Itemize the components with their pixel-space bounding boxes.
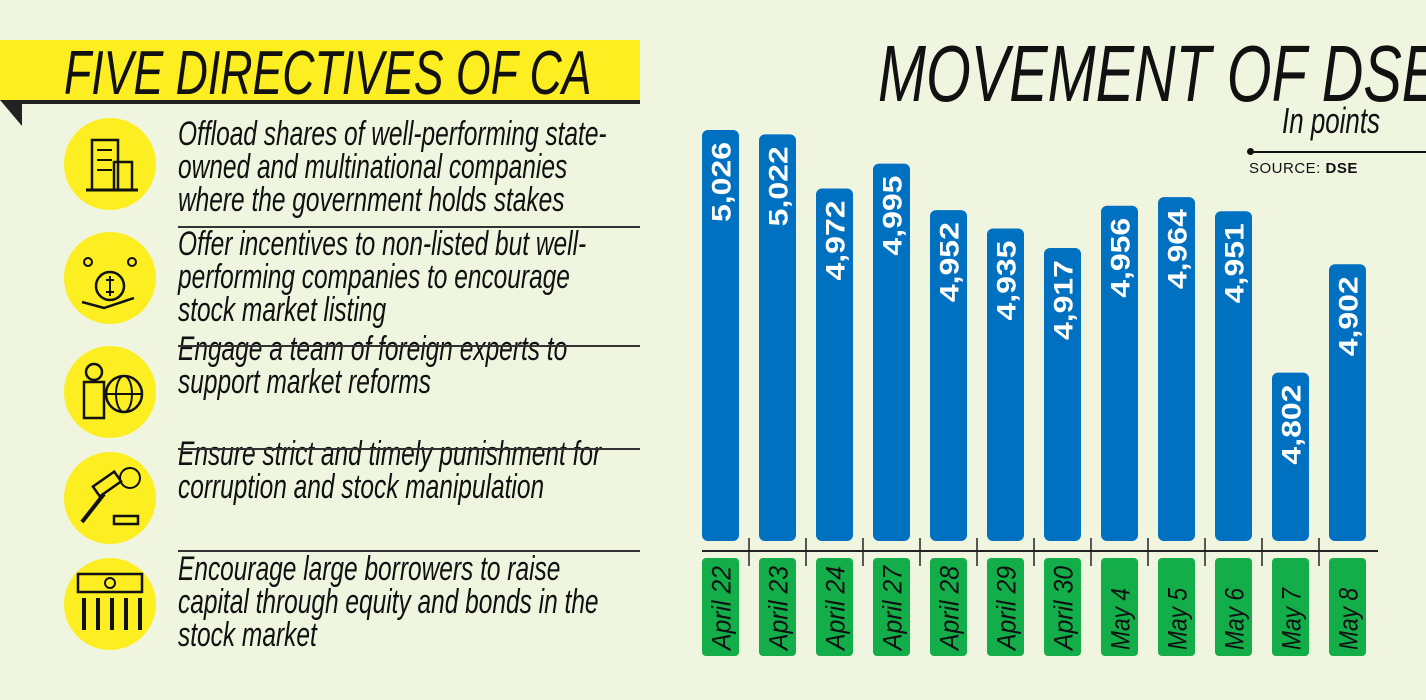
directive-line: where the government holds stakes	[178, 181, 565, 219]
chart-unit-text: In points	[1282, 100, 1380, 141]
directive-text: Ensure strict and timely punishment for c…	[178, 435, 766, 506]
directive-text: Engage a team of foreign experts to suppo…	[178, 330, 719, 401]
directive-text: Offer incentives to non-listed but well-…	[178, 225, 745, 329]
directive-text: Offload shares of well-performing state-…	[178, 115, 773, 219]
category-label-box	[816, 558, 853, 656]
bar-value-label: 4,902	[1334, 276, 1364, 356]
title-banner	[0, 40, 640, 100]
category-label: April 29	[992, 566, 1022, 652]
bar-value-label: 4,995	[878, 176, 908, 256]
bar-value-label: 4,964	[1163, 209, 1193, 289]
directive-line: performing companies to encourage	[178, 258, 570, 296]
expert-globe-icon	[64, 346, 156, 438]
category-label-box	[759, 558, 796, 656]
category-label: April 24	[821, 566, 851, 652]
category-label-box	[702, 558, 739, 656]
category-label-box	[1215, 558, 1252, 656]
source-label: SOURCE:	[1249, 160, 1321, 177]
bar	[1101, 205, 1138, 542]
bar	[1158, 197, 1195, 541]
category-label: April 23	[764, 566, 794, 652]
category-label: April 22	[707, 566, 737, 652]
directive-separator	[178, 550, 640, 552]
category-label-box	[1329, 558, 1366, 656]
category-label-box	[873, 558, 910, 656]
gavel-icon	[64, 452, 156, 544]
chart-unit: In points	[1282, 100, 1418, 142]
bar-value-label: 4,935	[992, 241, 1022, 321]
bar-value-label: 5,022	[764, 146, 794, 226]
category-label-box	[1158, 558, 1195, 656]
category-label: May 6	[1220, 587, 1250, 650]
bar-value-label: 4,972	[821, 200, 851, 280]
bar-value-label: 4,952	[935, 222, 965, 302]
directive-line: Encourage large borrowers to raise	[178, 550, 561, 588]
bar	[1044, 248, 1081, 541]
chart-title-text: MOVEMENT OF DSEX	[878, 29, 1426, 118]
source-value: DSE	[1325, 160, 1358, 177]
directive-separator	[178, 345, 640, 347]
source-note: SOURCE: DSE	[1249, 160, 1358, 177]
bar	[759, 134, 796, 542]
category-label: May 7	[1277, 587, 1307, 650]
bar	[873, 163, 910, 541]
directive-separator	[178, 226, 640, 228]
directives-title: FIVE DIRECTIVES OF CA	[64, 38, 797, 109]
directive-line: Engage a team of foreign experts to	[178, 330, 568, 368]
bar	[930, 210, 967, 542]
category-label: April 28	[935, 566, 965, 652]
banner-underline	[22, 100, 640, 104]
category-label: April 27	[878, 565, 908, 652]
source-rule	[1250, 151, 1426, 153]
category-label-box	[1272, 558, 1309, 656]
category-label-box	[930, 558, 967, 656]
category-label: April 30	[1049, 566, 1079, 652]
bar	[702, 130, 739, 541]
bar-value-label: 4,917	[1049, 260, 1079, 340]
directive-text: Encourage large borrowers to raise capita…	[178, 550, 762, 654]
category-label-box	[987, 558, 1024, 656]
chart-title: MOVEMENT OF DSEX	[878, 28, 1426, 120]
category-label: May 5	[1163, 587, 1193, 650]
category-label-box	[1101, 558, 1138, 656]
directive-line: stock market listing	[178, 291, 387, 329]
directives-title-text: FIVE DIRECTIVES OF CA	[64, 39, 592, 108]
directive-line: owned and multinational companies	[178, 148, 568, 186]
building-icon	[64, 118, 156, 210]
bar	[1215, 211, 1252, 541]
category-label: May 8	[1334, 588, 1364, 650]
borrowers-money-icon	[64, 558, 156, 650]
directive-line: support market reforms	[178, 363, 432, 401]
bar	[1329, 264, 1366, 541]
bar	[816, 188, 853, 541]
banner-fold	[0, 100, 22, 126]
directive-line: Ensure strict and timely punishment for	[178, 435, 602, 473]
bar	[1272, 372, 1309, 541]
category-label-box	[1044, 558, 1081, 656]
bar	[987, 228, 1024, 541]
bar-value-label: 4,802	[1277, 385, 1307, 465]
category-label: May 4	[1106, 588, 1136, 650]
directive-line: capital through equity and bonds in the	[178, 583, 599, 621]
directive-separator	[178, 448, 640, 450]
bar-value-label: 5,026	[707, 142, 737, 222]
bar-value-label: 4,951	[1220, 223, 1250, 303]
directive-line: corruption and stock manipulation	[178, 468, 545, 506]
directive-line: Offer incentives to non-listed but well-	[178, 225, 587, 263]
directive-line: Offload shares of well-performing state-	[178, 115, 607, 153]
bar-value-label: 4,956	[1106, 218, 1136, 298]
directive-line: stock market	[178, 616, 317, 654]
money-bag-stars-icon	[64, 232, 156, 324]
